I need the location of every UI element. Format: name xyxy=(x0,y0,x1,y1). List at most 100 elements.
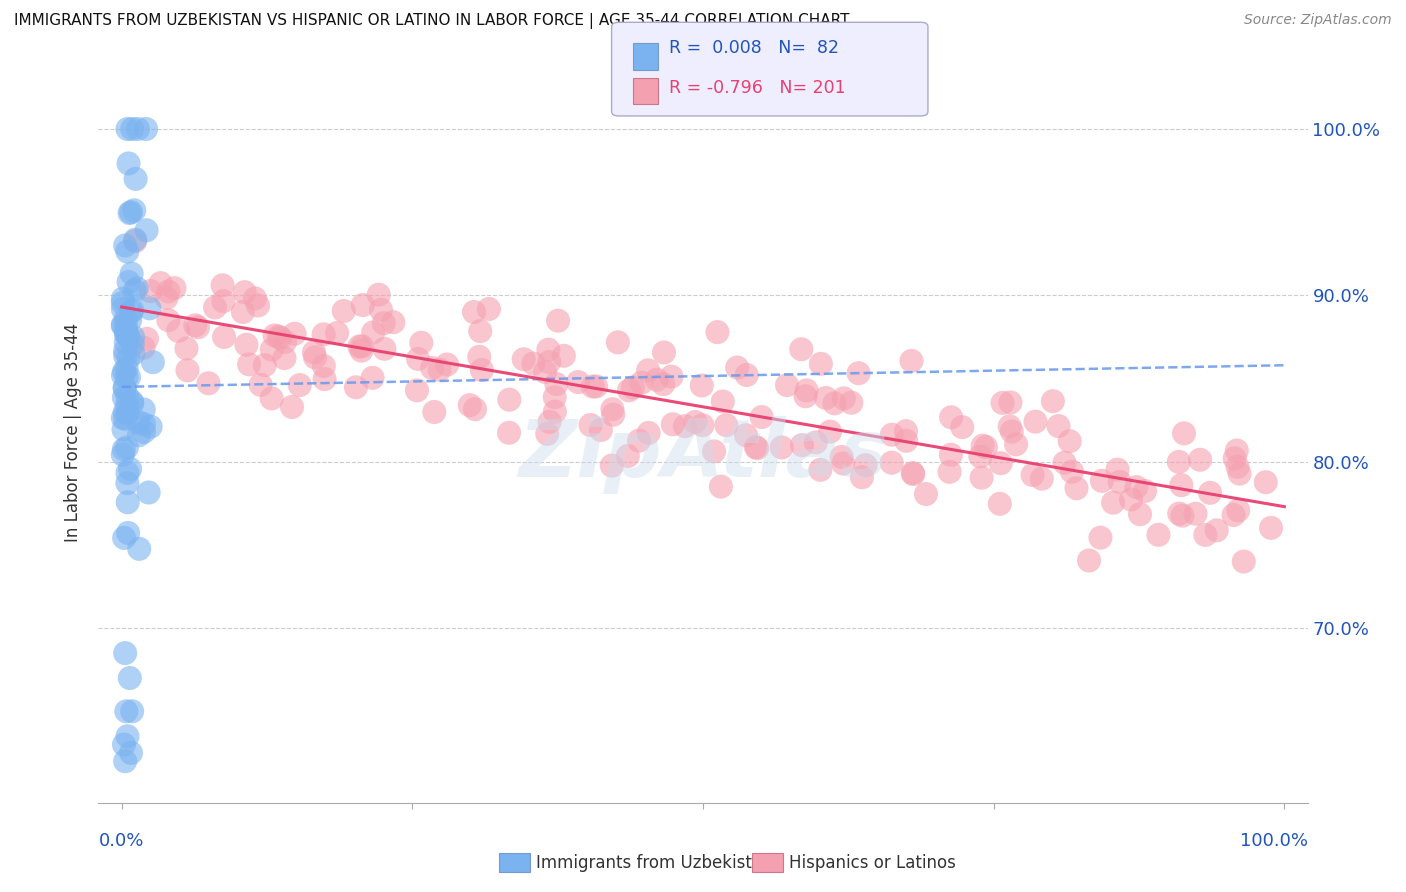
Point xyxy=(1090,531,1112,545)
Point xyxy=(304,351,326,365)
Point xyxy=(567,375,589,389)
Point xyxy=(138,485,160,500)
Point xyxy=(115,441,138,455)
Point xyxy=(692,418,714,433)
Point xyxy=(288,378,311,392)
Point xyxy=(1184,507,1206,521)
Point xyxy=(132,341,155,355)
Point xyxy=(536,426,558,441)
Point xyxy=(274,334,297,349)
Point xyxy=(204,301,226,315)
Point xyxy=(1024,415,1046,429)
Point xyxy=(247,298,270,312)
Point xyxy=(122,203,145,218)
Text: R = -0.796   N= 201: R = -0.796 N= 201 xyxy=(669,79,846,97)
Point xyxy=(157,285,180,299)
Point xyxy=(243,292,266,306)
Point xyxy=(114,344,136,359)
Point xyxy=(176,342,198,356)
Point xyxy=(361,371,384,385)
Point xyxy=(585,379,607,393)
Point xyxy=(1047,419,1070,434)
Point xyxy=(745,440,768,454)
Point xyxy=(546,377,568,392)
Point xyxy=(124,172,146,186)
Point xyxy=(458,398,481,412)
Point xyxy=(579,417,602,432)
Point xyxy=(824,396,846,410)
Point xyxy=(1129,507,1152,521)
Point xyxy=(751,410,773,425)
Point xyxy=(1205,524,1227,538)
Point xyxy=(896,434,918,448)
Point xyxy=(617,384,640,398)
Point xyxy=(373,316,395,330)
Point xyxy=(117,729,139,743)
Point xyxy=(155,291,177,305)
Point xyxy=(716,418,738,433)
Point xyxy=(112,391,135,405)
Point xyxy=(167,324,190,338)
Point xyxy=(120,313,142,327)
Point xyxy=(804,435,827,450)
Point xyxy=(1000,395,1022,409)
Point xyxy=(111,318,134,333)
Point xyxy=(212,330,235,344)
Point xyxy=(1091,474,1114,488)
Point xyxy=(1167,455,1189,469)
Point xyxy=(114,754,136,768)
Point xyxy=(735,428,758,442)
Point xyxy=(602,408,624,422)
Point xyxy=(429,363,451,377)
Point xyxy=(538,415,561,429)
Point xyxy=(725,360,748,375)
Point xyxy=(901,466,924,480)
Point xyxy=(281,400,304,414)
Point xyxy=(314,372,336,386)
Point xyxy=(111,292,134,306)
Point xyxy=(538,355,561,369)
Point xyxy=(582,379,605,393)
Point xyxy=(352,298,374,312)
Point xyxy=(470,324,492,338)
Point xyxy=(770,441,793,455)
Point xyxy=(1233,555,1256,569)
Point xyxy=(794,389,817,403)
Point xyxy=(111,301,134,316)
Point xyxy=(350,343,373,358)
Point xyxy=(1031,472,1053,486)
Point xyxy=(831,450,853,464)
Point xyxy=(367,287,389,301)
Text: Source: ZipAtlas.com: Source: ZipAtlas.com xyxy=(1244,13,1392,28)
Point xyxy=(132,402,155,417)
Point xyxy=(115,361,138,376)
Point xyxy=(1059,434,1081,449)
Text: IMMIGRANTS FROM UZBEKISTAN VS HISPANIC OR LATINO IN LABOR FORCE | AGE 35-44 CORR: IMMIGRANTS FROM UZBEKISTAN VS HISPANIC O… xyxy=(14,13,849,29)
Point xyxy=(683,415,706,429)
Point xyxy=(832,392,855,406)
Point xyxy=(344,380,367,394)
Point xyxy=(302,345,325,359)
Point xyxy=(411,335,433,350)
Point xyxy=(115,399,138,413)
Point xyxy=(1021,467,1043,482)
Point xyxy=(117,495,139,509)
Point xyxy=(114,238,136,252)
Point xyxy=(135,122,157,136)
Point xyxy=(673,419,696,434)
Point xyxy=(111,318,134,332)
Point xyxy=(120,305,142,319)
Point xyxy=(1119,492,1142,507)
Point xyxy=(972,439,994,453)
Point xyxy=(880,456,903,470)
Point xyxy=(117,329,139,343)
Point xyxy=(117,476,139,491)
Point xyxy=(212,294,235,309)
Point xyxy=(121,337,143,351)
Point xyxy=(1171,508,1194,523)
Point xyxy=(880,427,903,442)
Point xyxy=(1001,425,1024,439)
Point xyxy=(661,369,683,384)
Point xyxy=(990,456,1012,470)
Point xyxy=(128,541,150,556)
